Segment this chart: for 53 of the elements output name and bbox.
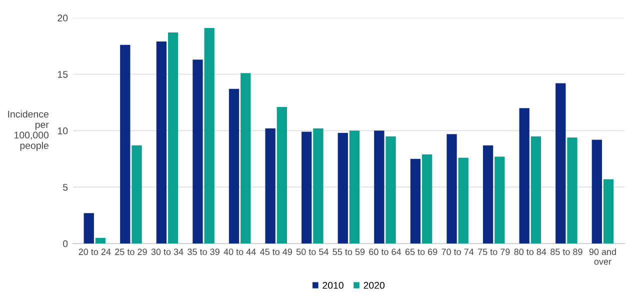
bar [494, 156, 505, 244]
bar [410, 158, 421, 244]
y-tick-label: 15 [58, 71, 68, 78]
bar [228, 88, 240, 244]
bar [482, 145, 494, 244]
bar [240, 73, 251, 244]
bar [458, 158, 468, 244]
y-tick-label: 20 [58, 14, 68, 22]
bar [120, 44, 130, 244]
bar [192, 60, 203, 244]
bar [84, 213, 94, 244]
x-tick-label: 20 to 24 [78, 248, 111, 256]
bar [519, 108, 530, 244]
x-tick-label: 75 to 79 [478, 248, 510, 256]
bar [204, 28, 214, 244]
y-tick-label: 0 [63, 240, 68, 248]
x-tick-label: 65 to 69 [405, 248, 438, 256]
legend-label: 2010 [322, 282, 344, 289]
bar [156, 42, 167, 244]
bar [446, 134, 457, 244]
x-tick-label: 90 and over [589, 248, 616, 265]
bar [592, 140, 602, 244]
x-tick-label: 25 to 29 [115, 248, 147, 256]
bar [168, 32, 178, 244]
bar [386, 136, 396, 244]
bar [530, 136, 542, 244]
x-tick-label: 30 to 34 [151, 248, 184, 256]
x-tick-label: 45 to 49 [260, 248, 292, 256]
bar [338, 132, 348, 244]
x-tick-label: 35 to 39 [188, 248, 220, 256]
x-tick-label: 50 to 54 [296, 248, 328, 256]
bar [422, 154, 432, 244]
x-tick-label: 85 to 89 [550, 248, 582, 256]
x-tick-label: 40 to 44 [224, 248, 256, 256]
x-tick-label: 55 to 59 [332, 248, 365, 256]
legend-label: 2020 [364, 282, 385, 289]
bar [313, 128, 324, 244]
y-axis-title: Incidence per 100,000 people [8, 110, 49, 151]
bar [603, 179, 614, 244]
y-tick-label: 10 [58, 127, 68, 134]
bar [349, 130, 360, 244]
bar [276, 106, 288, 244]
x-tick-label: 60 to 64 [369, 248, 402, 256]
bar [567, 137, 578, 244]
bar [374, 130, 384, 244]
x-tick-label: 70 to 74 [442, 248, 474, 256]
bar [556, 83, 566, 244]
bar [95, 238, 106, 244]
bar [132, 145, 142, 244]
x-tick-label: 80 to 84 [514, 248, 546, 256]
y-tick-label: 5 [63, 184, 68, 191]
bar [302, 132, 312, 244]
bar [265, 128, 276, 244]
